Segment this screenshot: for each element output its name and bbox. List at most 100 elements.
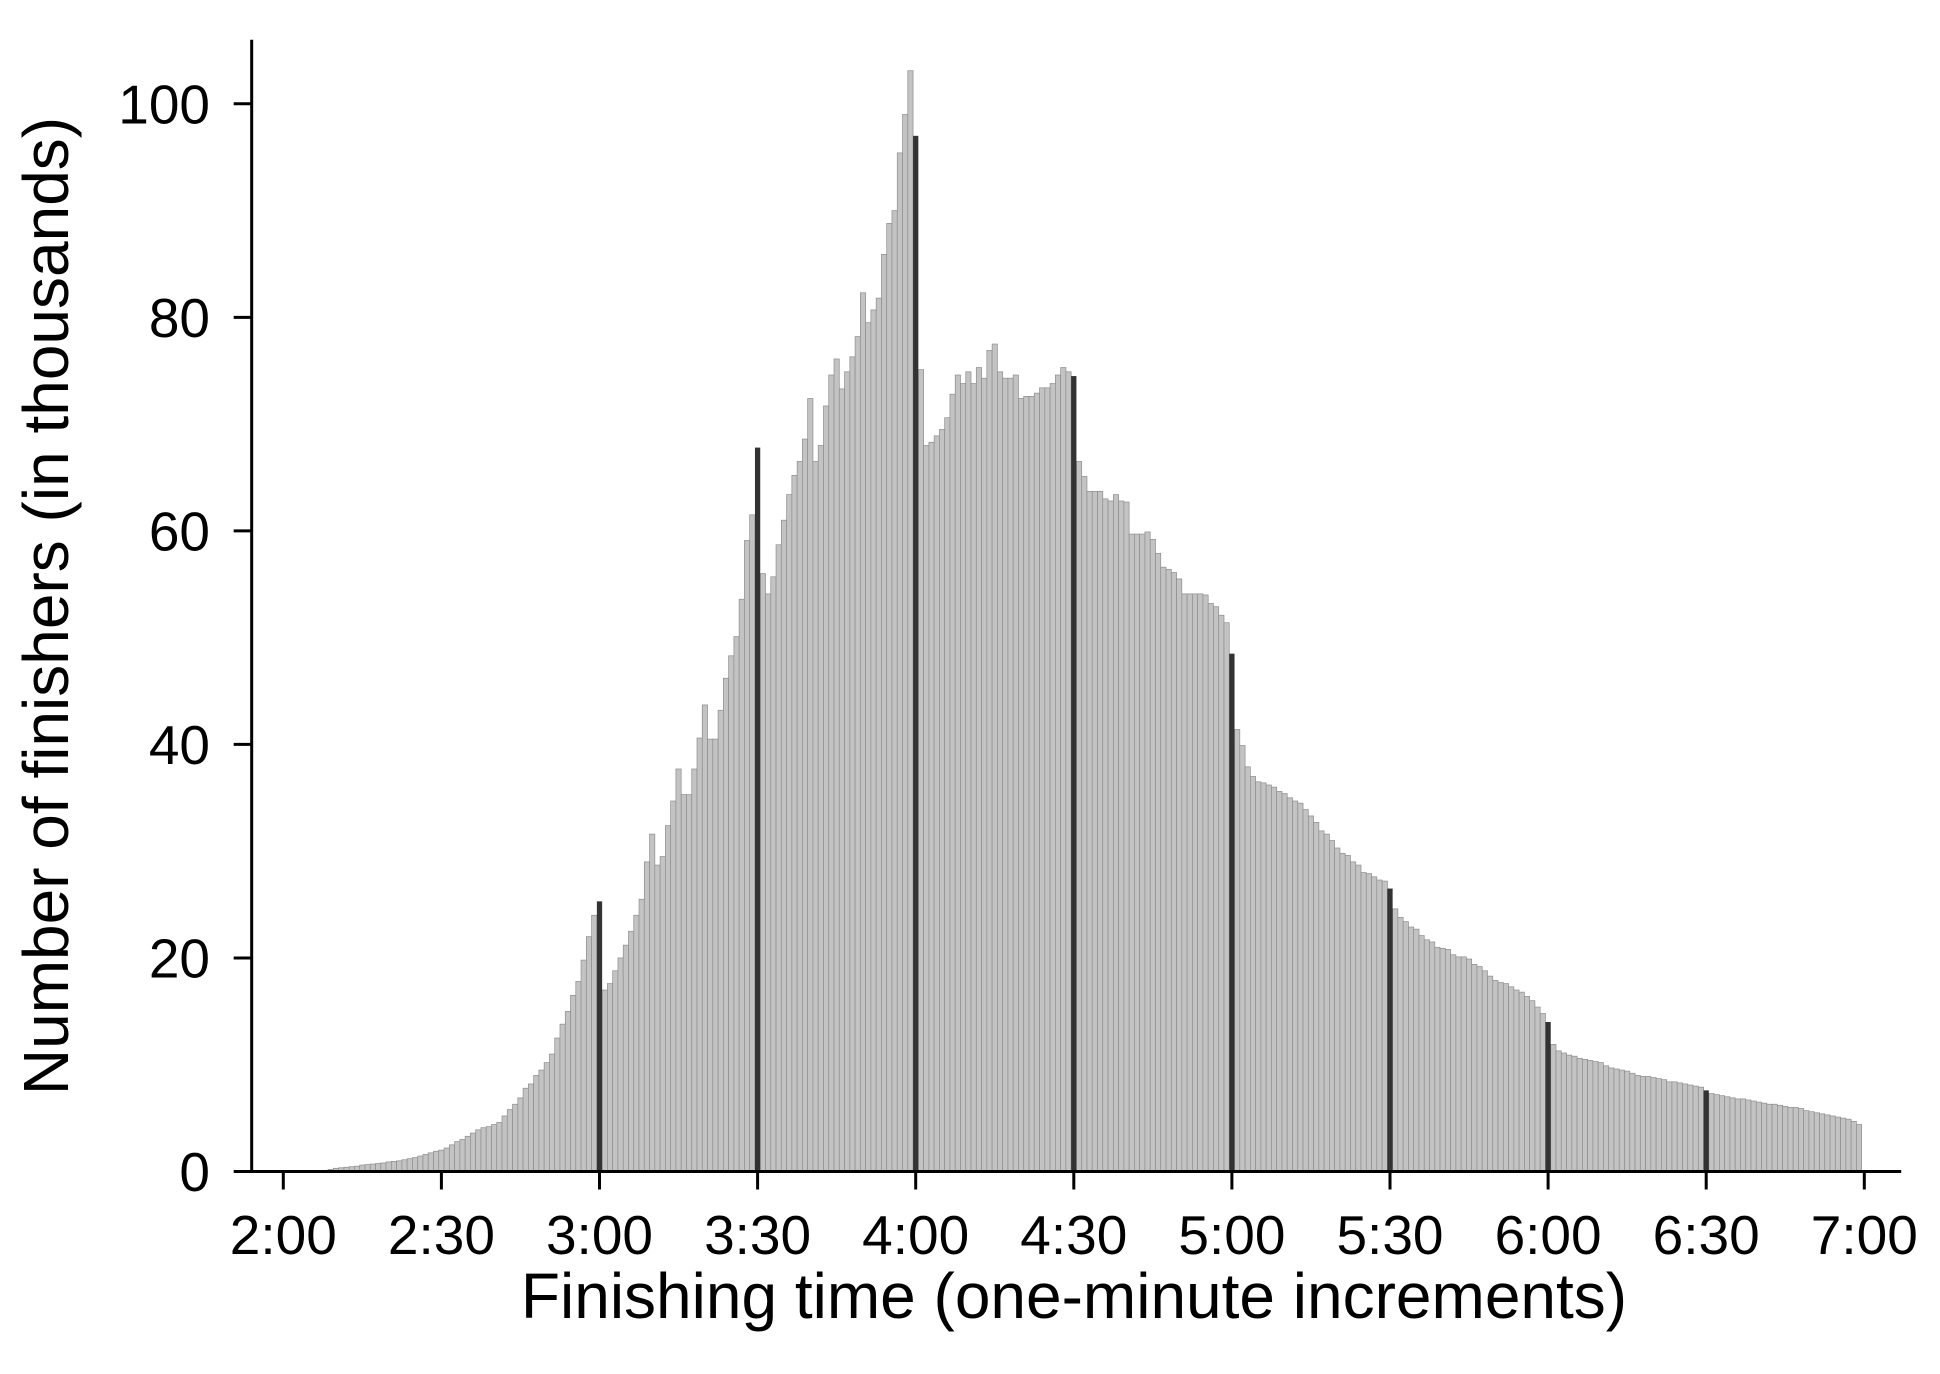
bar-4-01	[917, 369, 924, 1172]
bar-6-15	[1624, 1070, 1631, 1172]
bar-6-32	[1713, 1094, 1720, 1172]
bar-2-38	[480, 1127, 487, 1172]
bar-6-19	[1645, 1076, 1652, 1172]
bar-4-11	[970, 383, 977, 1172]
y-axis-label: Number of finishers (in thousands)	[10, 117, 82, 1095]
bar-6-38	[1745, 1099, 1752, 1172]
bar-5-16	[1313, 822, 1320, 1172]
y-tick-label: 0	[179, 1141, 210, 1203]
bar-5-52	[1502, 983, 1509, 1172]
bar-3-52	[870, 309, 877, 1172]
bar-3-51	[865, 322, 872, 1172]
bar-6-25	[1676, 1082, 1683, 1172]
bar-4-47	[1160, 566, 1167, 1172]
bar-6-27	[1687, 1084, 1694, 1172]
bar-5-15	[1307, 815, 1314, 1172]
x-tick-label: 7:00	[1811, 1204, 1918, 1266]
y-tick-label: 40	[149, 714, 210, 776]
bar-6-12	[1608, 1067, 1615, 1172]
bar-3-34	[775, 544, 782, 1172]
bar-4-31	[1076, 461, 1083, 1172]
bar-5-48	[1481, 970, 1488, 1172]
bar-5-34	[1408, 926, 1415, 1172]
bar-3-40	[807, 398, 814, 1172]
x-tick-label: 3:00	[546, 1204, 653, 1266]
bar-6-21	[1655, 1078, 1662, 1172]
bar-6-52	[1819, 1113, 1826, 1172]
bar-3-23	[717, 709, 724, 1172]
bar-6-18	[1639, 1076, 1646, 1172]
bar-6-58	[1850, 1120, 1857, 1172]
bar-5-35	[1413, 928, 1420, 1172]
bar-3-27	[738, 598, 745, 1172]
x-tick-label: 3:30	[704, 1204, 811, 1266]
bar-4-41	[1128, 533, 1135, 1172]
bar-2-35	[464, 1135, 471, 1172]
bar-5-57	[1529, 1000, 1536, 1172]
bar-3-09	[643, 861, 650, 1172]
bar-3-38	[796, 461, 803, 1172]
bar-6-14	[1618, 1069, 1625, 1172]
bar-6-01	[1550, 1044, 1557, 1172]
bar-6-26	[1682, 1083, 1689, 1172]
bar-3-18	[691, 768, 698, 1172]
bar-4-44	[1144, 531, 1151, 1172]
highlighted-bar-4-30	[1071, 376, 1077, 1172]
bar-6-37	[1740, 1098, 1747, 1172]
bar-4-16	[997, 371, 1004, 1172]
bar-4-51	[1181, 593, 1188, 1172]
bar-2-46	[522, 1087, 529, 1172]
highlighted-bar-4-00	[913, 135, 919, 1172]
bar-3-26	[733, 636, 740, 1172]
bar-5-12	[1292, 800, 1299, 1172]
bar-2-45	[517, 1097, 524, 1172]
bar-4-21	[1023, 396, 1030, 1172]
bar-5-37	[1423, 939, 1430, 1172]
bar-6-45	[1782, 1106, 1789, 1172]
bar-3-21	[707, 738, 714, 1172]
bar-4-35	[1097, 491, 1104, 1172]
bar-2-21	[390, 1161, 397, 1172]
bar-5-53	[1508, 986, 1515, 1172]
bar-4-54	[1197, 593, 1204, 1172]
bar-5-21	[1339, 852, 1346, 1172]
bar-2-39	[485, 1126, 492, 1172]
bar-6-31	[1708, 1093, 1715, 1172]
bar-4-10	[965, 371, 972, 1172]
bar-6-20	[1650, 1077, 1657, 1172]
bar-4-27	[1055, 374, 1061, 1172]
bar-5-47	[1476, 966, 1483, 1172]
bar-6-08	[1587, 1060, 1594, 1172]
x-tick-label: 2:30	[388, 1204, 495, 1266]
bar-6-05	[1571, 1055, 1578, 1172]
bar-4-28	[1060, 367, 1067, 1172]
bar-3-48	[849, 356, 856, 1172]
bar-2-41	[496, 1122, 503, 1172]
bar-2-31	[443, 1147, 450, 1172]
bar-3-36	[786, 494, 793, 1172]
bar-3-53	[875, 297, 882, 1172]
bar-2-52	[554, 1037, 561, 1172]
bar-5-29	[1381, 880, 1388, 1172]
bar-6-53	[1824, 1114, 1831, 1172]
bar-4-09	[960, 383, 967, 1172]
bar-5-59	[1539, 1013, 1546, 1172]
bar-6-02	[1555, 1050, 1562, 1172]
bar-4-22	[1028, 396, 1035, 1172]
bar-3-07	[633, 914, 640, 1172]
highlighted-bar-6-00	[1545, 1022, 1551, 1172]
bar-4-59	[1223, 622, 1230, 1172]
bar-3-37	[791, 475, 798, 1172]
bar-5-17	[1318, 830, 1325, 1172]
bar-6-06	[1576, 1057, 1583, 1172]
bar-5-49	[1487, 975, 1494, 1172]
bar-5-45	[1466, 958, 1473, 1172]
bar-6-11	[1603, 1065, 1610, 1172]
bar-4-40	[1123, 501, 1130, 1172]
bar-2-58	[585, 936, 592, 1172]
bar-4-52	[1186, 593, 1193, 1172]
bar-2-57	[580, 959, 587, 1172]
bar-5-26	[1365, 873, 1372, 1172]
bar-2-34	[459, 1139, 466, 1172]
bar-5-55	[1518, 991, 1525, 1172]
